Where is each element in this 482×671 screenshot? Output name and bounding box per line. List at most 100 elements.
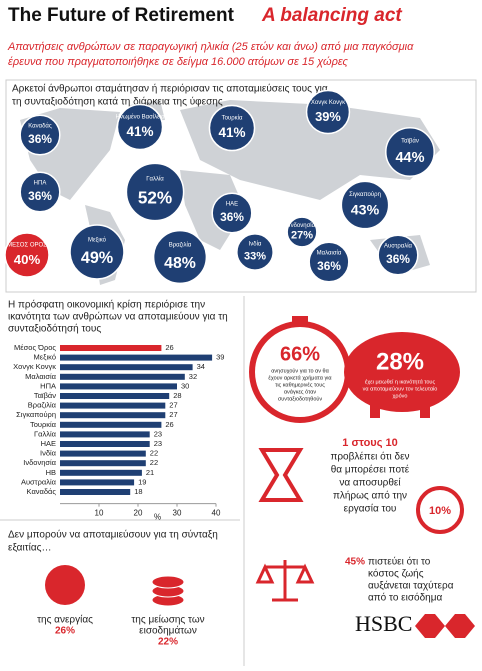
bar — [60, 479, 135, 486]
reason-label: εισοδημάτων — [139, 625, 197, 637]
category-label: Γαλλία — [34, 429, 57, 438]
subtitle: Απαντήσεις ανθρώπων σε παραγωγική ηλικία… — [7, 41, 414, 53]
fact-value: 66% — [280, 343, 320, 365]
bubble-value: 41% — [218, 125, 245, 140]
x-tick-label: 40 — [212, 509, 221, 518]
fact-text: εργασία του — [344, 503, 397, 515]
category-label: Τουρκία — [30, 420, 57, 429]
bubble-value: 43% — [351, 203, 380, 219]
bubble-name: ΗΑΕ — [226, 202, 238, 208]
bubble-name: ΗΠΑ — [34, 181, 47, 187]
bar-value: 34 — [197, 362, 205, 371]
bubble-value: 41% — [126, 124, 153, 139]
bubble-name: ΜΕΣΟΣ ΟΡΟΣ — [7, 243, 47, 249]
bubble-name: Μαλαισία — [317, 251, 342, 257]
bubble — [305, 89, 351, 135]
reason-label: της μείωσης των — [131, 614, 204, 626]
bubble-value: 36% — [220, 210, 244, 224]
bubble — [236, 233, 274, 271]
bubble-value: 40% — [14, 252, 41, 267]
bubble — [308, 241, 350, 283]
bubble-name: Ταϊβάν — [401, 138, 419, 145]
category-label: Μεξικό — [34, 353, 56, 362]
x-tick-label: 10 — [95, 509, 104, 518]
bubble-value: 36% — [28, 189, 52, 203]
fact-text: θα μπορέσει ποτέ — [331, 464, 410, 476]
bar — [60, 364, 193, 371]
reason-label: της ανεργίας — [37, 614, 93, 626]
bar — [60, 421, 162, 428]
category-label: ΗΑΕ — [41, 439, 56, 448]
bubble — [385, 127, 435, 177]
bubble — [125, 162, 185, 222]
bar — [60, 489, 131, 495]
fact-text: προβλέπει ότι δεν — [330, 451, 409, 463]
scale — [255, 560, 315, 602]
badge — [416, 486, 464, 534]
bar — [60, 460, 146, 467]
fact-text: ανάγκες όταν — [284, 388, 316, 395]
bubble-name: Σιγκαπούρη — [349, 192, 381, 198]
fact-text: κόστος ζωής — [368, 568, 424, 580]
bubble — [69, 224, 125, 280]
chart-title: Η πρόσφατη οικονομική κρίση περιόρισε τη… — [8, 299, 205, 311]
fact-text: πλήρως από την — [333, 490, 407, 502]
fact-text: αυξάνεται ταχύτερα — [368, 580, 454, 592]
category-label: ΗΠΑ — [40, 381, 56, 390]
bubble-name: Ηνωμένο Βασίλειο — [115, 113, 165, 120]
bubble — [19, 114, 61, 156]
bubble-value: 49% — [81, 249, 113, 267]
bar-value: 23 — [154, 439, 162, 448]
bubble-name: Ινδονησία — [289, 223, 316, 229]
bar — [60, 402, 166, 409]
logo: HSBC — [355, 611, 412, 636]
fact-text: έχει μειωθεί η ικανότητά τους — [365, 378, 436, 385]
logo-mark-inner — [435, 614, 455, 638]
bubble — [116, 103, 164, 151]
bubble-value: 48% — [164, 255, 196, 272]
piggy-bank — [344, 332, 460, 412]
bubble-value: 33% — [244, 250, 266, 262]
bar — [60, 441, 150, 447]
x-tick-label: 30 — [173, 509, 182, 518]
fact-text: να αποσυρθεί — [339, 477, 401, 489]
bar-value: 26 — [165, 420, 173, 429]
chart-title: ικανότητα των ανθρώπων να αποταμιεύουν γ… — [8, 311, 228, 323]
x-tick-label: 20 — [134, 509, 143, 518]
fact-value: 1 στους 10 — [342, 437, 397, 449]
icon — [45, 565, 85, 605]
bar — [60, 412, 166, 419]
bubble — [152, 229, 208, 285]
fact-text: συνταξιοδοτηθούν — [278, 395, 323, 402]
fact-text: χρόνο — [393, 392, 408, 399]
category-label: Αυστραλία — [21, 477, 57, 486]
icon — [151, 575, 185, 589]
stopwatch-top — [292, 316, 308, 324]
bubble-name: Αυστραλία — [384, 244, 413, 250]
bubble-name: Χονγκ Κονγκ — [311, 100, 346, 106]
bubble-value: 36% — [317, 259, 341, 273]
bubble — [286, 216, 318, 248]
bar-value: 27 — [169, 410, 177, 419]
category-label: Μαλαισία — [25, 372, 57, 381]
bar-value: 18 — [134, 487, 142, 496]
reasons-heading: Δεν μπορούν να αποταμιεύσουν για τη σύντ… — [8, 529, 218, 541]
bubble-name: Τουρκία — [222, 115, 243, 121]
bubble-value: 36% — [386, 252, 410, 266]
bubble-value: 52% — [138, 188, 172, 208]
bar-value: 27 — [169, 401, 177, 410]
bubble-value: 36% — [28, 132, 52, 146]
bubble — [211, 192, 253, 234]
bar-value: 23 — [154, 429, 162, 438]
piggy-leg — [420, 404, 430, 418]
bar-value: 21 — [146, 468, 154, 477]
map-heading: Αρκετοί άνθρωποι σταμάτησαν ή περιόρισαν… — [12, 83, 328, 95]
bar — [60, 450, 146, 457]
bubble-name: Βραζιλία — [169, 243, 192, 249]
fact-value: 28% — [376, 348, 424, 375]
bar — [60, 469, 142, 476]
hourglass — [258, 448, 304, 502]
fact-text: τις καθημερινές τους — [275, 381, 325, 388]
reason-value: 22% — [158, 637, 178, 648]
chart-title: συνταξιοδότησή τους — [8, 323, 101, 335]
